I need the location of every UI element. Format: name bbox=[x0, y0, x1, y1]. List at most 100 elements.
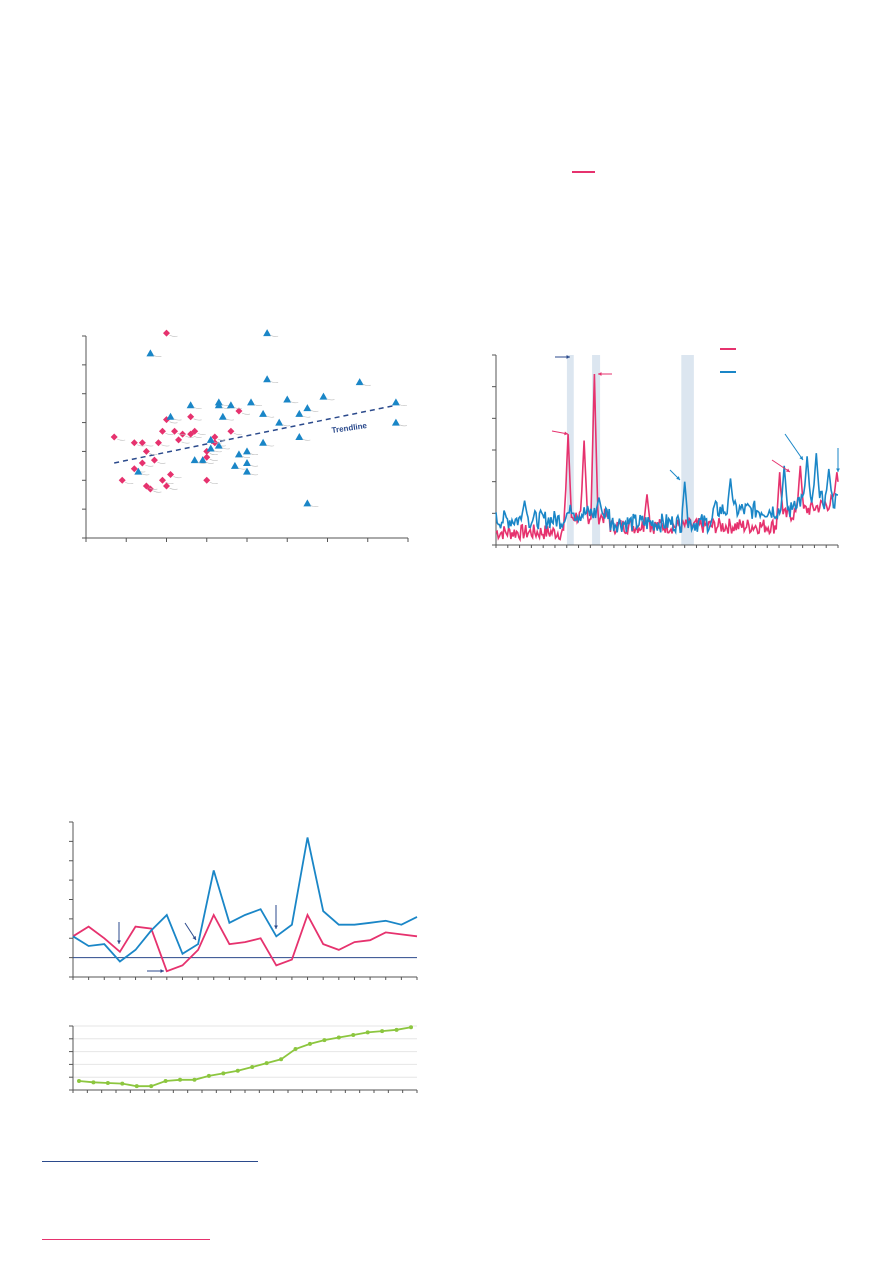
leader-line bbox=[221, 447, 230, 450]
data-point-green bbox=[77, 1079, 81, 1084]
scatter-point-blue bbox=[283, 395, 292, 403]
scatter-point-pink bbox=[175, 436, 183, 444]
scatter-point-blue bbox=[391, 418, 400, 426]
shaded-period bbox=[681, 355, 694, 545]
scatter-point-blue bbox=[275, 418, 284, 426]
data-point-green bbox=[120, 1081, 125, 1086]
scatter-point-blue bbox=[263, 329, 272, 337]
leader-line bbox=[193, 435, 202, 438]
scatter-point-blue bbox=[190, 456, 199, 464]
scatter-point-blue bbox=[243, 447, 251, 455]
leader-line bbox=[185, 435, 194, 438]
leader-line bbox=[398, 424, 407, 427]
arrow-head bbox=[274, 925, 278, 929]
arrow-head bbox=[836, 468, 840, 472]
data-point-green bbox=[336, 1035, 341, 1040]
data-point-green bbox=[322, 1038, 327, 1043]
leader-line bbox=[217, 438, 226, 441]
scatter-point-blue bbox=[319, 392, 328, 400]
series-line-green bbox=[78, 1026, 412, 1088]
data-point-green bbox=[221, 1071, 226, 1076]
leader-line bbox=[173, 476, 182, 479]
leader-line bbox=[209, 482, 218, 484]
leader-line bbox=[197, 432, 206, 435]
leader-line bbox=[249, 453, 259, 456]
arrow-head bbox=[160, 969, 164, 973]
scatter-point-pink bbox=[203, 476, 211, 484]
data-point-green bbox=[178, 1077, 183, 1082]
data-point-green bbox=[235, 1068, 240, 1073]
leader-line bbox=[249, 464, 259, 467]
footnote-rule-navy bbox=[42, 1161, 258, 1162]
annotation-arrow bbox=[784, 433, 804, 461]
scatter-point-blue bbox=[295, 409, 304, 417]
leader-line bbox=[169, 487, 178, 490]
leader-line bbox=[145, 464, 154, 467]
scatter-point-blue bbox=[206, 444, 215, 452]
scatter-point-pink bbox=[163, 482, 170, 490]
leader-line bbox=[221, 406, 230, 409]
scatter-point-pink bbox=[130, 465, 138, 473]
scatter-point-blue bbox=[198, 456, 207, 464]
scatter-point-blue bbox=[391, 398, 400, 406]
scatter-point-blue bbox=[206, 435, 215, 443]
leader-line bbox=[302, 415, 311, 418]
leader-line bbox=[165, 432, 174, 435]
arrow-head bbox=[786, 468, 790, 472]
data-point-green bbox=[192, 1077, 197, 1082]
scatter-point-pink bbox=[203, 453, 211, 461]
leader-line bbox=[265, 415, 275, 418]
data-point-green bbox=[149, 1084, 154, 1089]
scatter-point-blue bbox=[259, 409, 268, 417]
leader-line bbox=[241, 412, 251, 415]
scatter-point-pink bbox=[187, 413, 195, 421]
arrow-head bbox=[566, 355, 570, 359]
leader-line bbox=[233, 406, 242, 409]
leader-line bbox=[157, 461, 166, 464]
leader-line bbox=[253, 404, 263, 406]
leader-line bbox=[213, 450, 222, 453]
shaded-period bbox=[566, 355, 574, 545]
series-line-pink bbox=[72, 912, 418, 973]
annotation-arrow bbox=[771, 459, 791, 473]
leader-line bbox=[290, 401, 299, 404]
trendline bbox=[114, 404, 397, 464]
leader-line bbox=[169, 421, 178, 424]
scatter-point-blue bbox=[146, 349, 155, 357]
scatter-point-blue bbox=[214, 401, 223, 409]
scatter-point-pink bbox=[167, 471, 175, 479]
leader-line bbox=[193, 406, 202, 409]
scatter-point-pink bbox=[154, 439, 162, 447]
data-point-green bbox=[365, 1030, 370, 1035]
scatter-point-pink bbox=[235, 407, 243, 415]
scatter-point-pink bbox=[142, 447, 150, 455]
scatter-point-blue bbox=[243, 458, 251, 466]
leader-line bbox=[213, 441, 222, 444]
scatter-point-blue bbox=[230, 461, 239, 469]
scatter-point-pink bbox=[118, 476, 126, 484]
arrow-head bbox=[598, 372, 602, 376]
data-point-green bbox=[91, 1080, 96, 1085]
scatter-point-blue bbox=[263, 375, 272, 383]
leader-line bbox=[326, 398, 335, 401]
series-line-blue bbox=[72, 837, 418, 963]
data-point-green bbox=[264, 1061, 269, 1066]
data-point-green bbox=[250, 1064, 255, 1069]
leader-line bbox=[205, 461, 214, 464]
data-point-green bbox=[307, 1041, 312, 1046]
arrow-head bbox=[676, 476, 680, 480]
scatter-point-blue bbox=[166, 412, 175, 420]
leader-line bbox=[181, 441, 190, 444]
scatter-point-blue bbox=[243, 467, 251, 475]
scatter-point-pink bbox=[150, 456, 158, 464]
scatter-point-pink bbox=[130, 439, 138, 447]
leader-line bbox=[169, 334, 178, 337]
scatter-point-pink bbox=[179, 430, 187, 438]
scatter-point-pink bbox=[142, 482, 150, 490]
scatter-point-pink bbox=[158, 427, 166, 435]
scatter-point-blue bbox=[247, 398, 256, 406]
leader-line bbox=[398, 404, 407, 406]
